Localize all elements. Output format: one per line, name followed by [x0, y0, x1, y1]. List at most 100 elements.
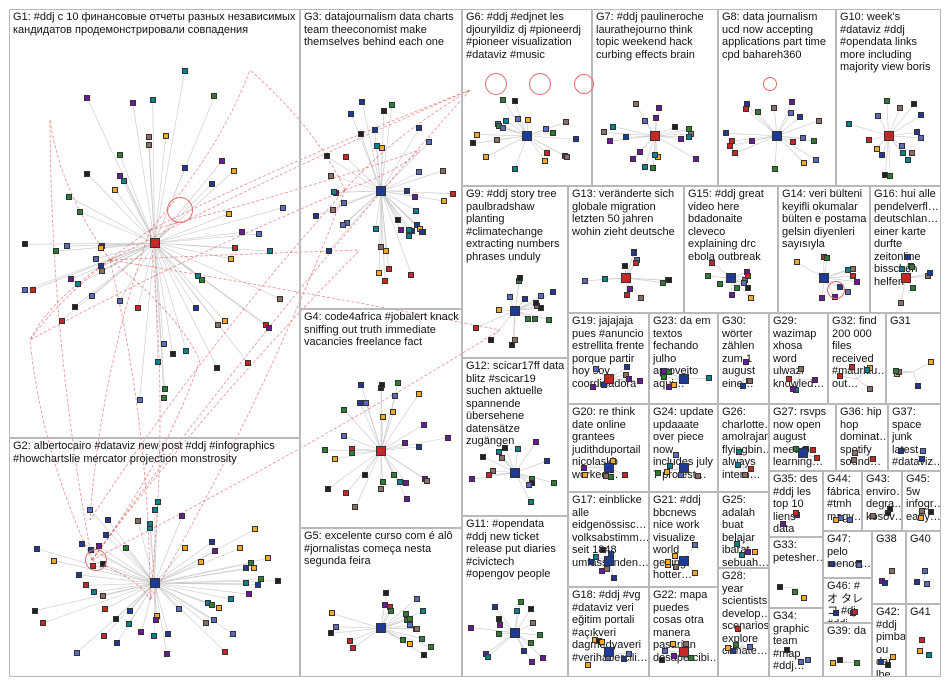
group-label-g34: G34: graphic team #map #ddj… [773, 610, 810, 672]
vertex-thumbnail [64, 243, 71, 250]
vertex-thumbnail [423, 477, 430, 484]
hub-vertex [726, 273, 736, 284]
vertex-thumbnail [470, 140, 477, 147]
vertex-thumbnail [210, 616, 217, 623]
vertex-thumbnail [741, 280, 748, 287]
group-label-g26: G26: charlotte… amolrajan flyingbin… alw… [722, 406, 769, 481]
vertex-thumbnail [440, 167, 446, 174]
edge [25, 242, 155, 245]
inter-group-edge [344, 149, 421, 191]
edge [331, 175, 382, 192]
vertex-thumbnail [527, 499, 534, 506]
edge [102, 563, 155, 584]
edge [726, 132, 778, 137]
group-panel-g6: G6: #ddj #edjnet les djouryildiz dj #pio… [462, 9, 592, 186]
vertex-thumbnail [551, 480, 558, 487]
vertex-thumbnail [789, 99, 796, 106]
self-loop-edge [574, 74, 594, 94]
self-loop-edge [529, 73, 551, 95]
vertex-thumbnail [78, 540, 85, 547]
vertex-thumbnail [850, 456, 857, 463]
vertex-thumbnail [672, 123, 679, 130]
vertex-thumbnail [517, 599, 524, 606]
vertex-thumbnail [922, 567, 929, 574]
edge [79, 574, 155, 584]
vertex-thumbnail [632, 101, 639, 108]
vertex-thumbnail [91, 589, 98, 596]
vertex-thumbnail [530, 620, 536, 627]
edge [154, 561, 202, 584]
group-panel-g3: G3: datajournalism data charts team thee… [300, 9, 462, 309]
edge [104, 582, 155, 610]
inter-group-edge [29, 229, 151, 341]
vertex-thumbnail [40, 619, 47, 626]
vertex-thumbnail [732, 150, 738, 157]
vertex-thumbnail [514, 446, 521, 453]
vertex-thumbnail [919, 507, 926, 514]
vertex-thumbnail [882, 171, 889, 178]
edge [94, 582, 155, 593]
vertex-thumbnail [607, 138, 614, 145]
edge [776, 135, 816, 161]
edge [139, 242, 155, 401]
vertex-thumbnail [496, 631, 503, 638]
vertex-thumbnail [66, 193, 73, 200]
edge [105, 534, 155, 584]
vertex-thumbnail [573, 136, 580, 143]
vertex-thumbnail [545, 316, 552, 323]
group-panel-g23: G23: da em textos fechando julho aprovei… [649, 313, 718, 404]
group-panel-g29: G29: wazimap xhosa word ulwazi knowled… [769, 313, 828, 404]
vertex-thumbnail [341, 200, 348, 207]
edge [654, 133, 692, 137]
vertex-thumbnail [514, 607, 521, 614]
group-label-g12: G12: scicar17ff data blitz #scicar19 suc… [466, 360, 565, 447]
vertex-thumbnail [533, 439, 540, 446]
vertex-thumbnail [811, 138, 818, 145]
edge [54, 560, 155, 584]
edge [380, 190, 409, 230]
vertex-thumbnail [198, 559, 205, 566]
vertex-thumbnail [129, 99, 136, 106]
vertex-thumbnail [163, 651, 170, 658]
vertex-thumbnail [77, 209, 84, 216]
vertex-thumbnail [415, 443, 422, 450]
vertex-thumbnail [182, 164, 189, 171]
edge [613, 126, 656, 137]
vertex-thumbnail [387, 608, 394, 615]
vertex-thumbnail [121, 177, 128, 184]
vertex-thumbnail [816, 117, 823, 124]
vertex-thumbnail [642, 118, 649, 125]
vertex-thumbnail [637, 295, 644, 302]
self-loop-edge [827, 281, 845, 299]
vertex-thumbnail [812, 156, 819, 163]
vertex-thumbnail [264, 555, 271, 562]
vertex-thumbnail [258, 576, 265, 583]
vertex-thumbnail [833, 516, 840, 523]
vertex-thumbnail [154, 359, 161, 366]
vertex-thumbnail [392, 392, 399, 399]
edge [654, 128, 690, 137]
vertex-thumbnail [111, 186, 118, 193]
hub-vertex [376, 186, 386, 196]
vertex-thumbnail [811, 376, 818, 383]
vertex-thumbnail [236, 545, 243, 552]
vertex-thumbnail [878, 658, 885, 665]
edge [380, 424, 425, 451]
hub-vertex [376, 623, 386, 634]
group-panel-g35: G35: des #ddj les top 10 liens data jour… [769, 471, 823, 537]
edge [154, 583, 226, 652]
edge [380, 190, 416, 198]
edge [526, 135, 567, 158]
vertex-thumbnail [279, 204, 286, 211]
hub-vertex [819, 273, 829, 284]
vertex-thumbnail [544, 458, 551, 465]
vertex-thumbnail [215, 322, 222, 329]
group-panel-g22: G22: mapa puedes cosas otra manera pasar… [649, 587, 718, 677]
vertex-thumbnail [82, 582, 89, 589]
vertex-thumbnail [854, 278, 861, 285]
vertex-thumbnail [798, 659, 805, 666]
vertex-thumbnail [743, 359, 750, 366]
group-panel-g11: G11: #opendata #ddj new ticket release p… [462, 516, 568, 677]
vertex-thumbnail [404, 187, 411, 194]
vertex-thumbnail [726, 142, 733, 149]
